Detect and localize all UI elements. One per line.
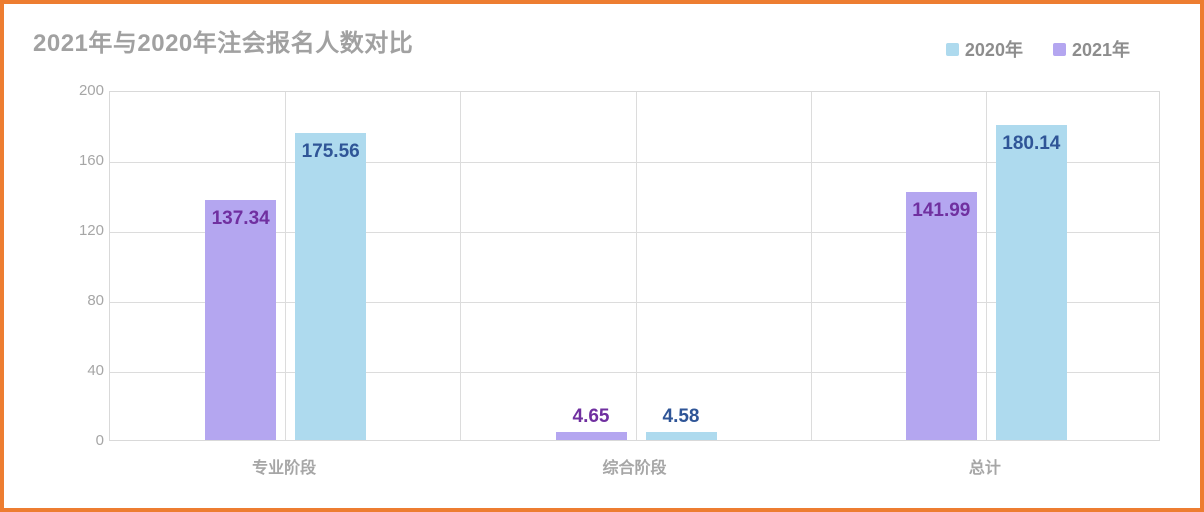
y-axis-tick-label: 160 <box>78 152 104 169</box>
plot-area: 137.34 175.56 4.65 4.58 141.99 180.14 <box>109 91 1160 441</box>
y-axis-tick-label: 200 <box>78 82 104 99</box>
horizontal-gridline <box>110 302 1159 303</box>
bar-2020-专业阶段 <box>295 132 367 440</box>
bar-2020-总计 <box>995 124 1067 440</box>
chart-title: 2021年与2020年注会报名人数对比 <box>33 30 414 57</box>
bar-2021-专业阶段 <box>205 199 277 440</box>
bar-2020-综合阶段 <box>645 432 717 440</box>
legend-label-2020: 2020年 <box>964 40 1023 60</box>
legend-swatch-2020-icon <box>945 42 959 56</box>
y-axis-tick-label: 120 <box>78 222 104 239</box>
bar-value-label-2021-总计: 141.99 <box>912 199 971 221</box>
bar-value-label-2021-综合阶段: 4.65 <box>572 405 610 427</box>
x-axis-category-label: 总计 <box>968 460 1001 477</box>
bar-value-label-2020-专业阶段: 175.56 <box>301 140 360 162</box>
vertical-gridline <box>635 92 637 440</box>
vertical-gridline <box>460 92 462 440</box>
legend: 2020年 2021年 <box>945 36 1130 62</box>
bar-2021-综合阶段 <box>555 431 627 440</box>
vertical-gridline <box>285 92 287 440</box>
vertical-gridline <box>985 92 987 440</box>
legend-item-2020[interactable]: 2020年 <box>945 36 1023 62</box>
horizontal-gridline <box>110 162 1159 163</box>
legend-item-2021[interactable]: 2021年 <box>1052 36 1130 62</box>
legend-swatch-2021-icon <box>1052 42 1066 56</box>
y-axis-tick-label: 0 <box>95 432 104 449</box>
bar-value-label-2021-专业阶段: 137.34 <box>211 207 270 229</box>
vertical-gridline <box>810 92 812 440</box>
y-axis-tick-label: 80 <box>87 292 104 309</box>
bar-value-label-2020-总计: 180.14 <box>1002 132 1061 154</box>
bar-2021-总计 <box>905 191 977 440</box>
legend-label-2021: 2021年 <box>1071 40 1130 60</box>
x-axis-category-label: 专业阶段 <box>252 460 317 477</box>
x-axis-category-label: 综合阶段 <box>602 460 667 477</box>
horizontal-gridline <box>110 372 1159 373</box>
horizontal-gridline <box>110 232 1159 233</box>
bar-value-label-2020-综合阶段: 4.58 <box>662 405 700 427</box>
y-axis-tick-label: 40 <box>87 362 104 379</box>
